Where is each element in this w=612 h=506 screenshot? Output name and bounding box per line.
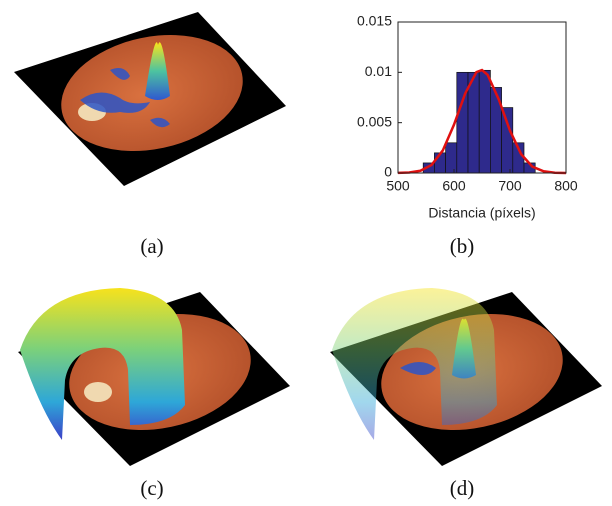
bar — [479, 70, 490, 173]
x-tick-label: 700 — [498, 178, 522, 194]
panel-c — [18, 288, 290, 466]
bar — [446, 143, 457, 173]
x-tick-label: 600 — [442, 178, 466, 194]
bar — [502, 108, 513, 173]
y-tick-label: 0.01 — [365, 63, 392, 79]
y-tick-label: 0.015 — [357, 13, 392, 29]
y-tick-label: 0.005 — [357, 113, 392, 129]
panel-a — [14, 12, 286, 186]
panel-d — [330, 288, 602, 466]
caption: (a) — [140, 234, 163, 258]
x-tick-label: 800 — [554, 178, 578, 194]
figure: (a) (b) (c) (d) Distancia (píxels) 00.00… — [0, 0, 612, 506]
x-tick-label: 500 — [386, 178, 410, 194]
caption: (b) — [450, 234, 475, 258]
x-axis-label: Distancia (píxels) — [428, 205, 535, 221]
bar — [457, 72, 468, 173]
optic-disc — [84, 382, 112, 402]
caption: (d) — [450, 476, 475, 500]
caption: (c) — [140, 476, 163, 500]
